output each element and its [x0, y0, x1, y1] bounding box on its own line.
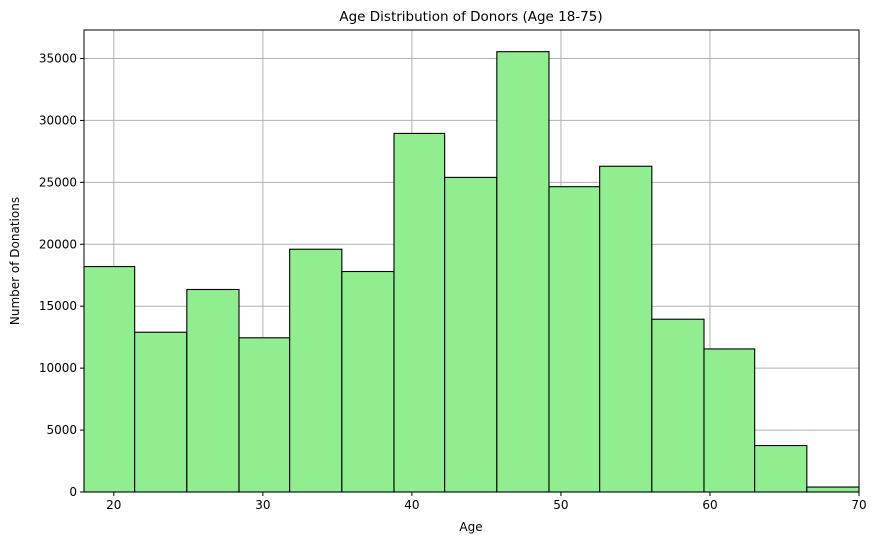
y-axis-ticks: 0 5000 10000 15000 20000 25000 30000 35000: [39, 51, 84, 499]
y-tick-label-30000: 30000: [39, 113, 77, 127]
y-tick-label-15000: 15000: [39, 299, 77, 313]
x-tick-label-50: 50: [553, 498, 568, 512]
histogram-bar-8: [444, 176, 498, 493]
y-tick-label-20000: 20000: [39, 237, 77, 251]
x-tick-label-60: 60: [702, 498, 717, 512]
histogram-bars: [83, 51, 860, 493]
x-tick-label-30: 30: [255, 498, 270, 512]
y-tick-label-25000: 25000: [39, 175, 77, 189]
x-tick-label-20: 20: [106, 498, 121, 512]
histogram-bar-12: [651, 318, 705, 493]
chart-title: Age Distribution of Donors (Age 18-75): [339, 9, 602, 25]
x-tick-label-70: 70: [851, 498, 866, 512]
histogram-bar-1: [83, 266, 136, 493]
y-tick-label-35000: 35000: [39, 51, 77, 65]
histogram-bar-3: [186, 288, 240, 493]
histogram-bar-13: [703, 348, 756, 493]
y-tick-label-0: 0: [69, 485, 77, 499]
x-axis-label: Age: [459, 520, 482, 534]
histogram-bar-14: [754, 445, 808, 493]
histogram-bar-7: [393, 132, 446, 493]
histogram-bar-6: [341, 270, 395, 493]
x-axis-ticks: 20 30 40 50 60 70: [106, 492, 867, 512]
histogram-bar-4: [238, 337, 291, 493]
histogram-bar-15: [806, 486, 860, 493]
y-tick-label-10000: 10000: [39, 361, 77, 375]
plot-frame: [83, 29, 860, 493]
y-axis-label: Number of Donations: [8, 197, 22, 325]
histogram-bar-2: [134, 331, 188, 493]
histogram-bar-10: [548, 186, 601, 493]
y-tick-label-5000: 5000: [46, 423, 77, 437]
histogram-bar-9: [496, 51, 550, 493]
histogram-bar-11: [599, 165, 653, 493]
histogram-bar-5: [289, 248, 343, 493]
x-tick-label-40: 40: [404, 498, 419, 512]
